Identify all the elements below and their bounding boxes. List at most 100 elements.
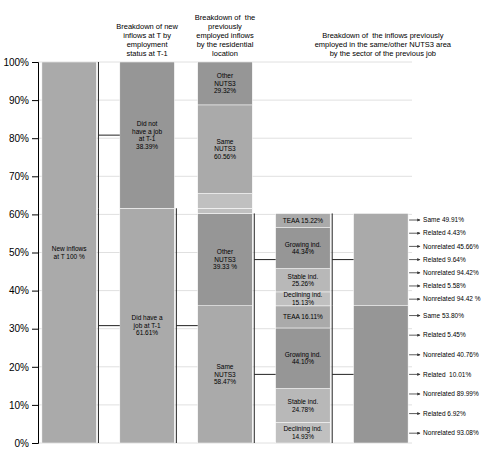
text-line: New inflows bbox=[52, 245, 87, 252]
bar-segment bbox=[276, 214, 331, 228]
segment-label: Did nothave a jobat T-138.39% bbox=[132, 120, 162, 149]
bar-segment bbox=[354, 306, 409, 443]
y-tick: 50% bbox=[9, 247, 38, 258]
y-tick-mark bbox=[32, 138, 38, 139]
segment-label: Declining ind.14.93% bbox=[283, 425, 322, 439]
annotation-label: Nonrelated 89.99% bbox=[423, 390, 479, 397]
annotation-arrow bbox=[409, 354, 420, 355]
text-line: employed inflows bbox=[196, 31, 254, 40]
connector bbox=[254, 374, 275, 375]
text-line: TEAA 16.11% bbox=[283, 313, 323, 320]
annotation-label: Related 4.43% bbox=[423, 229, 466, 236]
annotation-label: Related 5.58% bbox=[423, 282, 466, 289]
segment-label: SameNUTS358.47% bbox=[214, 363, 236, 385]
annotation-arrow bbox=[409, 246, 420, 247]
text-line: Did not bbox=[137, 120, 158, 127]
text-line: Other bbox=[217, 72, 234, 79]
y-tick-label: 50% bbox=[9, 247, 29, 258]
bar-segment bbox=[276, 292, 331, 306]
annotation-arrow bbox=[409, 335, 420, 336]
bar-segment bbox=[276, 228, 331, 269]
chart: 0% 10% 20% 30% 40% 50% 60% 70% 80% 90% 100% New inf… bbox=[0, 0, 500, 453]
y-tick-label: 90% bbox=[9, 95, 29, 106]
annotation-arrow bbox=[409, 433, 420, 434]
annotation-arrow bbox=[409, 220, 420, 221]
connectors bbox=[98, 62, 353, 443]
text-line: Breakdown of new bbox=[116, 22, 178, 31]
text-line: 60.56% bbox=[214, 153, 236, 160]
segment-labels: New inflowsat T 100 % Did have ajob at T-… bbox=[52, 72, 481, 440]
text-line: 61.61% bbox=[136, 329, 158, 336]
y-tick-label: 100% bbox=[3, 57, 29, 68]
text-line: 14.93% bbox=[292, 433, 314, 440]
segment-label: TEAA 16.11% bbox=[283, 313, 323, 320]
text-line: TEAA 15.22% bbox=[283, 217, 324, 224]
annotation-label: Nonrelated 94.42 % bbox=[423, 295, 481, 302]
y-tick: 40% bbox=[9, 285, 38, 296]
y-tick-mark bbox=[32, 405, 38, 406]
text-line: by the residential bbox=[197, 40, 254, 49]
text-line: Other bbox=[217, 248, 234, 255]
y-tick: 80% bbox=[9, 133, 38, 144]
annotation-arrow bbox=[409, 413, 420, 414]
connector bbox=[332, 259, 353, 260]
segment-label: Declining ind.15.13% bbox=[283, 291, 322, 305]
annotation-label: Nonrelated 93.08% bbox=[423, 429, 479, 436]
y-tick-label: 60% bbox=[9, 209, 29, 220]
text-line: Did have a bbox=[132, 314, 163, 321]
text-line: Same bbox=[217, 363, 234, 370]
bar-segment bbox=[42, 62, 97, 443]
annotation-label: Related 5.45% bbox=[423, 331, 466, 338]
segment-label: Growing ind.44.10% bbox=[285, 351, 322, 365]
text-line: 25.26% bbox=[292, 280, 314, 287]
text-line: Same bbox=[217, 138, 234, 145]
text-line: location bbox=[212, 49, 238, 58]
y-tick: 10% bbox=[9, 400, 38, 411]
y-axis: 0% 10% 20% 30% 40% 50% 60% 70% 80% 90% 100% bbox=[3, 57, 38, 449]
segment-label: Stable ind.25.26% bbox=[288, 273, 319, 287]
text-line: 24.78% bbox=[292, 406, 314, 413]
text-line: Breakdown of the bbox=[195, 13, 255, 22]
y-tick-label: 40% bbox=[9, 285, 29, 296]
y-tick-label: 30% bbox=[9, 323, 29, 334]
y-tick: 0% bbox=[15, 438, 38, 449]
text-line: inflows at T by bbox=[123, 31, 171, 40]
annotation-arrow bbox=[409, 374, 420, 375]
annotation-label: Nonrelated 94.42% bbox=[423, 269, 479, 276]
text-line: NUTS3 bbox=[214, 371, 236, 378]
bar-segment bbox=[198, 306, 253, 443]
y-tick: 90% bbox=[9, 95, 38, 106]
annotation-label: Nonrelated 40.76% bbox=[423, 351, 479, 358]
segment-label: New inflowsat T 100 % bbox=[52, 245, 87, 259]
bar-segment bbox=[276, 423, 331, 443]
annotation-arrow bbox=[409, 285, 420, 286]
text-line: at T 100 % bbox=[54, 253, 85, 260]
bar-segment bbox=[276, 269, 331, 292]
headers: Breakdown of newinflows at T byemploymen… bbox=[116, 13, 452, 58]
segment-label: Did have ajob at T-161.61% bbox=[132, 314, 163, 336]
text-line: NUTS3 bbox=[214, 145, 236, 152]
y-tick: 100% bbox=[3, 57, 38, 68]
text-line: status at T-1 bbox=[127, 49, 168, 58]
y-tick-mark bbox=[32, 214, 38, 215]
segment-label: OtherNUTS339.33 % bbox=[213, 248, 237, 270]
text-line: Stable ind. bbox=[288, 398, 319, 405]
segment-label: Stable ind.24.78% bbox=[288, 398, 319, 412]
column-header: Breakdown of the inflows previouslyemplo… bbox=[315, 31, 452, 58]
grid bbox=[38, 62, 412, 443]
y-tick-label: 80% bbox=[9, 133, 29, 144]
text-line: by the sector of the previous job bbox=[330, 49, 436, 58]
text-line: at T-1 bbox=[139, 135, 156, 142]
y-tick-mark bbox=[32, 329, 38, 330]
y-tick-label: 20% bbox=[9, 362, 29, 373]
annotation-arrow bbox=[409, 272, 420, 273]
y-axis-line bbox=[32, 63, 39, 444]
bar-segment bbox=[354, 213, 409, 305]
y-tick: 70% bbox=[9, 171, 38, 182]
bars bbox=[42, 62, 408, 443]
text-line: employment bbox=[127, 40, 169, 49]
connector bbox=[254, 213, 255, 443]
text-line: employed in the same/other NUTS3 area bbox=[315, 40, 452, 49]
text-line: NUTS3 bbox=[214, 256, 236, 263]
y-tick-label: 10% bbox=[9, 400, 29, 411]
